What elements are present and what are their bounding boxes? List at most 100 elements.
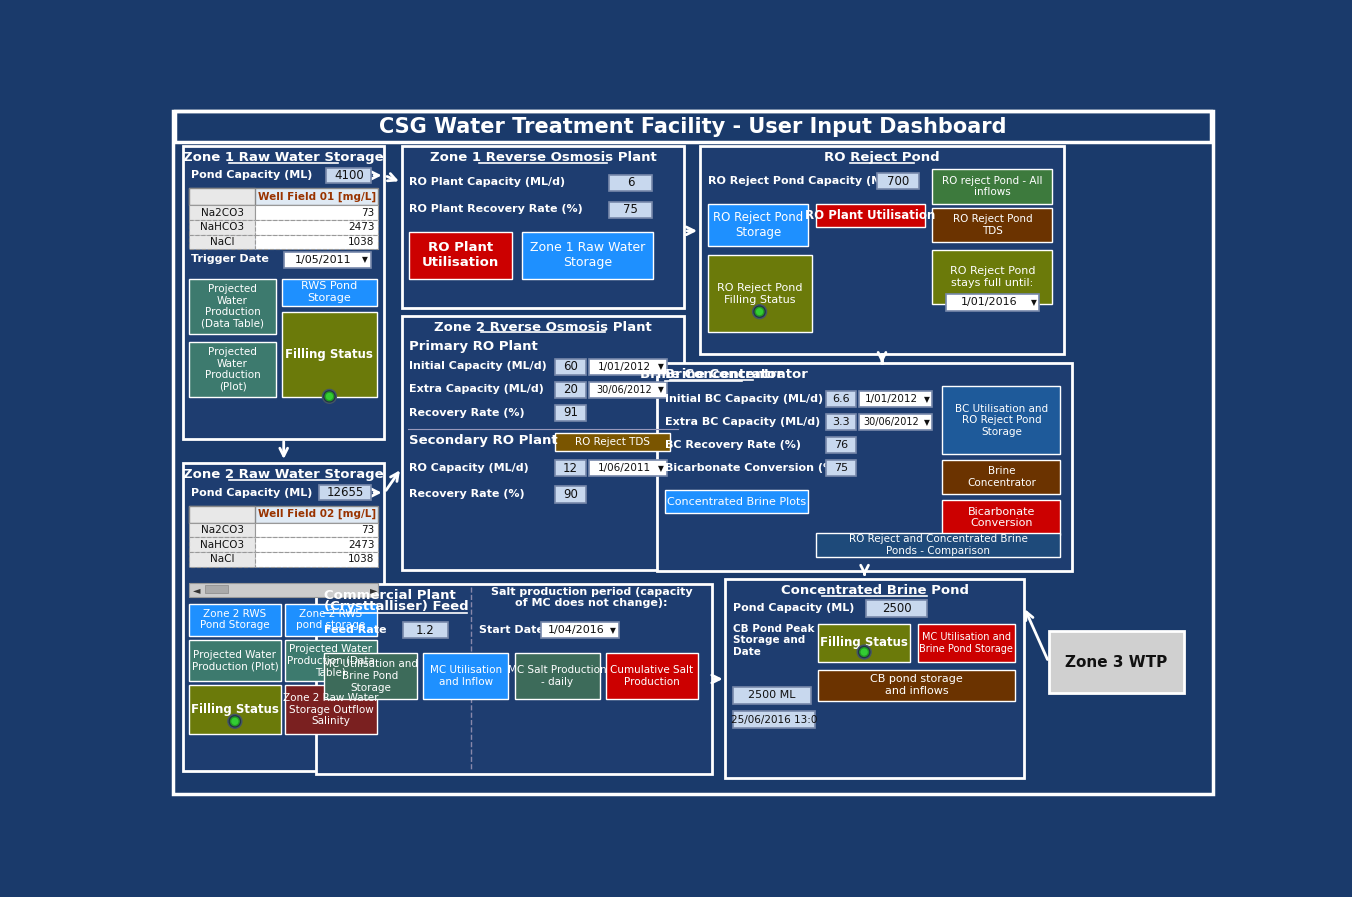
Text: Secondary RO Plant: Secondary RO Plant — [410, 434, 558, 447]
Text: ▼: ▼ — [362, 256, 368, 265]
Text: Start Date: Start Date — [479, 624, 544, 635]
Bar — [189, 523, 256, 537]
Text: Zone 1 Raw Water Storage: Zone 1 Raw Water Storage — [184, 152, 384, 164]
Text: Filling Status: Filling Status — [285, 348, 373, 361]
Bar — [423, 653, 508, 699]
Text: 1038: 1038 — [347, 554, 375, 564]
Bar — [610, 202, 652, 218]
Text: 30/06/2012: 30/06/2012 — [596, 385, 652, 395]
Text: 75: 75 — [623, 203, 638, 216]
Text: 1/01/2012: 1/01/2012 — [598, 361, 650, 371]
Bar — [256, 235, 379, 249]
Bar — [189, 506, 256, 523]
Text: Pond Capacity (ML): Pond Capacity (ML) — [191, 170, 312, 180]
Bar — [657, 363, 1072, 571]
Text: RO Reject Pond
Filling Status: RO Reject Pond Filling Status — [717, 283, 803, 305]
Bar — [189, 220, 256, 235]
Text: ▼: ▼ — [658, 362, 664, 371]
Text: 12: 12 — [562, 462, 577, 475]
Text: 4100: 4100 — [334, 169, 364, 182]
Bar — [189, 188, 379, 205]
Text: NaHCO3: NaHCO3 — [200, 540, 245, 550]
Text: RO Plant Recovery Rate (%): RO Plant Recovery Rate (%) — [410, 205, 583, 214]
Text: NaCl: NaCl — [210, 554, 234, 564]
Bar — [733, 711, 814, 728]
Circle shape — [231, 717, 239, 726]
Text: Zone 2 RWS
pond storage: Zone 2 RWS pond storage — [296, 609, 365, 631]
Text: Initial BC Capacity (ML/d): Initial BC Capacity (ML/d) — [665, 394, 823, 404]
Bar — [189, 552, 256, 567]
Bar — [610, 175, 652, 191]
Circle shape — [322, 389, 337, 404]
Text: Well Field 02 [mg/L]: Well Field 02 [mg/L] — [258, 509, 376, 519]
Text: ▼: ▼ — [923, 418, 930, 427]
Bar — [589, 382, 667, 398]
Text: Zone 3 WTP: Zone 3 WTP — [1065, 655, 1168, 669]
Text: RO reject Pond - All
inflows: RO reject Pond - All inflows — [942, 176, 1042, 197]
Bar — [942, 387, 1060, 454]
Bar — [1049, 631, 1184, 692]
Bar — [324, 653, 416, 699]
Text: 3.3: 3.3 — [831, 417, 850, 427]
Text: Bicarbonate
Conversion: Bicarbonate Conversion — [968, 507, 1036, 528]
Text: 1/01/2016: 1/01/2016 — [961, 298, 1017, 308]
Bar — [402, 146, 684, 308]
Text: Brine
Concentrator: Brine Concentrator — [967, 466, 1036, 488]
Text: Pond Capacity (ML): Pond Capacity (ML) — [191, 488, 312, 498]
Bar — [189, 506, 379, 523]
Text: NaHCO3: NaHCO3 — [200, 222, 245, 232]
Bar — [204, 585, 228, 593]
Bar — [410, 232, 511, 279]
Bar — [818, 623, 910, 662]
Bar — [326, 168, 372, 183]
Text: RWS Pond
Storage: RWS Pond Storage — [301, 282, 357, 303]
Text: ▼: ▼ — [658, 386, 664, 395]
Text: 1/05/2011: 1/05/2011 — [295, 255, 352, 265]
Text: MC Salt Production
- daily: MC Salt Production - daily — [508, 665, 607, 687]
Text: Projected
Water
Production
(Data Table): Projected Water Production (Data Table) — [201, 283, 264, 328]
Text: Brine Concentrator: Brine Concentrator — [639, 369, 783, 381]
Bar — [606, 653, 698, 699]
Text: Pond Capacity (ML): Pond Capacity (ML) — [733, 603, 854, 614]
Text: Recovery Rate (%): Recovery Rate (%) — [410, 489, 525, 499]
Bar — [183, 464, 384, 771]
Bar — [942, 459, 1060, 494]
Text: 2500: 2500 — [882, 602, 911, 615]
Text: 76: 76 — [834, 440, 848, 450]
Text: Filling Status: Filling Status — [191, 703, 279, 717]
Text: MC Utilisation and
Brine Pond
Storage: MC Utilisation and Brine Pond Storage — [323, 659, 418, 692]
Text: Zone 2 Rverse Osmosis Plant: Zone 2 Rverse Osmosis Plant — [434, 320, 652, 334]
Text: NaCl: NaCl — [210, 237, 234, 247]
Bar — [818, 670, 1014, 701]
Bar — [403, 622, 448, 638]
Text: RO Reject Pond Capacity (ML): RO Reject Pond Capacity (ML) — [707, 176, 894, 186]
Text: Na2CO3: Na2CO3 — [200, 208, 243, 218]
Text: CSG Water Treatment Facility - User Input Dashboard: CSG Water Treatment Facility - User Inpu… — [379, 117, 1007, 137]
Bar — [946, 294, 1040, 311]
Text: Trigger Date: Trigger Date — [191, 255, 269, 265]
Bar — [541, 622, 618, 638]
Text: Recovery Rate (%): Recovery Rate (%) — [410, 407, 525, 418]
Text: ►: ► — [370, 585, 377, 595]
Bar — [859, 391, 933, 407]
Circle shape — [860, 648, 868, 657]
Bar — [316, 584, 711, 774]
Text: 25/06/2016 13:0: 25/06/2016 13:0 — [730, 715, 817, 725]
Text: Concentrated Brine Pond: Concentrated Brine Pond — [780, 584, 968, 597]
Text: MC Utilisation
and Inflow: MC Utilisation and Inflow — [430, 665, 502, 687]
Bar — [876, 173, 919, 189]
Bar — [700, 146, 1064, 354]
Bar — [189, 235, 256, 249]
Bar — [256, 205, 379, 220]
Text: Zone 1 Raw Water
Storage: Zone 1 Raw Water Storage — [530, 241, 645, 269]
Bar — [256, 552, 379, 567]
Text: 6.6: 6.6 — [831, 394, 850, 404]
Bar — [285, 685, 377, 735]
Bar — [726, 579, 1023, 778]
Text: ▼: ▼ — [1032, 298, 1037, 307]
Text: Initial Capacity (ML/d): Initial Capacity (ML/d) — [410, 361, 548, 371]
Bar — [867, 600, 927, 616]
Text: Feed Rate: Feed Rate — [324, 624, 387, 635]
Bar — [933, 250, 1052, 304]
Bar — [402, 316, 684, 570]
